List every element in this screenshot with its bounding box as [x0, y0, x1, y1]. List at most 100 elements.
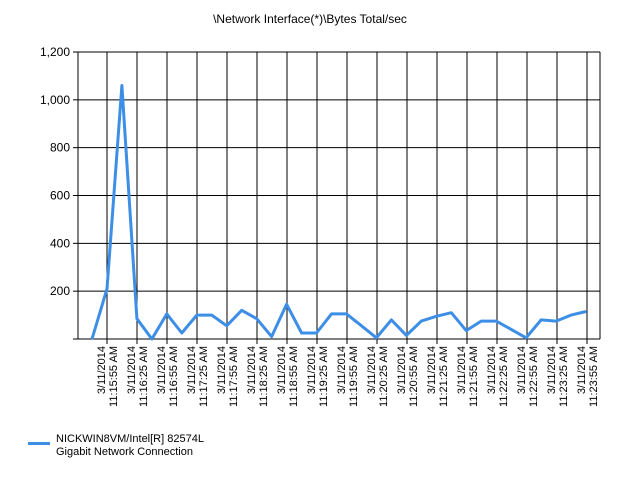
x-tick-label-date: 3/11/2014	[186, 346, 198, 394]
axes	[73, 51, 601, 344]
x-tick-label: 3/11/2014 11:20:25 AM	[366, 346, 390, 407]
data-point	[301, 332, 303, 334]
x-tick-label-date: 3/11/2014	[96, 346, 108, 394]
data-point	[465, 330, 467, 332]
x-tick-label-time: 11:21:55 AM	[468, 346, 480, 407]
data-point	[106, 288, 108, 290]
x-tick-label-time: 11:20:55 AM	[408, 346, 420, 407]
x-tick-label-time: 11:17:25 AM	[198, 346, 210, 407]
y-tick-label: 600	[50, 189, 70, 203]
chart-title: \Network Interface(*)\Bytes Total/sec	[213, 12, 407, 26]
y-tick-label: 1,200	[40, 45, 70, 59]
legend-label: NICKWIN8VM/Intel[R] 82574L Gigabit Netwo…	[56, 433, 204, 458]
data-point	[196, 314, 198, 316]
y-tick-label: 1,000	[40, 93, 70, 107]
data-point	[585, 310, 587, 312]
data-point	[390, 319, 392, 321]
x-tick-label-date: 3/11/2014	[336, 346, 348, 394]
x-tick-label: 3/11/2014 11:22:25 AM	[486, 346, 510, 407]
data-point	[480, 320, 482, 322]
y-axis-tick-labels: 200 400 600 800 1,000 1,200	[40, 45, 70, 298]
x-tick-label-date: 3/11/2014	[426, 346, 438, 394]
x-tick-label-date: 3/11/2014	[486, 346, 498, 394]
x-tick-label: 3/11/2014 11:16:25 AM	[126, 346, 150, 407]
x-tick-label: 3/11/2014 11:19:25 AM	[306, 346, 330, 407]
data-point	[316, 332, 318, 334]
data-point	[91, 338, 93, 340]
series-line	[90, 84, 587, 341]
data-point	[181, 332, 183, 334]
x-tick-label-time: 11:23:25 AM	[558, 346, 570, 407]
x-tick-label-time: 11:23:55 AM	[588, 346, 600, 407]
data-point	[241, 309, 243, 311]
x-tick-label-date: 3/11/2014	[216, 346, 228, 394]
x-tick-label: 3/11/2014 11:23:25 AM	[546, 346, 570, 407]
data-point	[136, 318, 138, 320]
y-tick-label: 400	[50, 236, 70, 250]
x-tick-label: 3/11/2014 11:21:25 AM	[426, 346, 450, 407]
data-point	[345, 313, 347, 315]
y-tick-label: 200	[50, 284, 70, 298]
x-tick-label-date: 3/11/2014	[306, 346, 318, 394]
data-point	[256, 318, 258, 320]
x-tick-label-time: 11:20:25 AM	[378, 346, 390, 407]
x-axis-tick-labels: 3/11/2014 11:15:55 AM 3/11/2014 11:16:25 AM…	[96, 346, 600, 407]
x-tick-label-time: 11:22:55 AM	[528, 346, 540, 407]
x-tick-label-time: 11:21:25 AM	[438, 346, 450, 407]
data-point	[151, 338, 153, 340]
data-point	[121, 84, 123, 86]
x-tick-label: 3/11/2014 11:17:25 AM	[186, 346, 210, 407]
data-point	[286, 303, 288, 305]
x-tick-label-time: 11:17:55 AM	[228, 346, 240, 407]
grid-lines	[78, 51, 600, 340]
data-point	[271, 336, 273, 338]
x-tick-label: 3/11/2014 11:18:25 AM	[246, 346, 270, 407]
x-tick-label: 3/11/2014 11:16:55 AM	[156, 346, 180, 407]
x-tick-label: 3/11/2014 11:15:55 AM	[96, 346, 120, 407]
data-point	[450, 312, 452, 314]
data-point	[420, 320, 422, 322]
x-tick-label-date: 3/11/2014	[276, 346, 288, 394]
data-point	[375, 337, 377, 339]
data-point	[555, 320, 557, 322]
x-tick-label: 3/11/2014 11:20:55 AM	[396, 346, 420, 407]
x-tick-label: 3/11/2014 11:23:55 AM	[576, 346, 600, 407]
x-tick-label: 3/11/2014 11:18:55 AM	[276, 346, 300, 407]
x-tick-label-date: 3/11/2014	[126, 346, 138, 394]
x-tick-label-date: 3/11/2014	[366, 346, 378, 394]
x-tick-label-time: 11:18:55 AM	[288, 346, 300, 407]
data-point	[331, 313, 333, 315]
data-point	[405, 334, 407, 336]
data-point	[226, 325, 228, 327]
y-tick-label: 800	[50, 141, 70, 155]
x-tick-label-time: 11:22:25 AM	[498, 346, 510, 407]
data-point	[495, 320, 497, 322]
data-point	[540, 319, 542, 321]
x-tick-label: 3/11/2014 11:22:55 AM	[516, 346, 540, 407]
data-point	[435, 315, 437, 317]
x-tick-label-date: 3/11/2014	[246, 346, 258, 394]
series-layer	[90, 84, 587, 341]
data-point	[211, 314, 213, 316]
legend-swatch	[28, 442, 50, 445]
x-tick-label-time: 11:19:25 AM	[318, 346, 330, 407]
x-tick-label: 3/11/2014 11:19:55 AM	[336, 346, 360, 407]
x-tick-label-time: 11:15:55 AM	[108, 346, 120, 407]
x-tick-label-date: 3/11/2014	[396, 346, 408, 394]
x-tick-label-time: 11:19:55 AM	[348, 346, 360, 407]
x-tick-label-time: 11:16:55 AM	[168, 346, 180, 407]
x-tick-label-date: 3/11/2014	[546, 346, 558, 394]
x-tick-label-date: 3/11/2014	[516, 346, 528, 394]
data-point	[360, 325, 362, 327]
data-point	[510, 328, 512, 330]
x-tick-label-date: 3/11/2014	[156, 346, 168, 394]
data-point	[570, 314, 572, 316]
x-tick-label-time: 11:16:25 AM	[138, 346, 150, 407]
x-tick-label: 3/11/2014 11:21:55 AM	[456, 346, 480, 407]
x-tick-label-time: 11:18:25 AM	[258, 346, 270, 407]
data-point	[525, 337, 527, 339]
x-tick-label-date: 3/11/2014	[456, 346, 468, 394]
data-point	[166, 313, 168, 315]
x-tick-label-date: 3/11/2014	[576, 346, 588, 394]
